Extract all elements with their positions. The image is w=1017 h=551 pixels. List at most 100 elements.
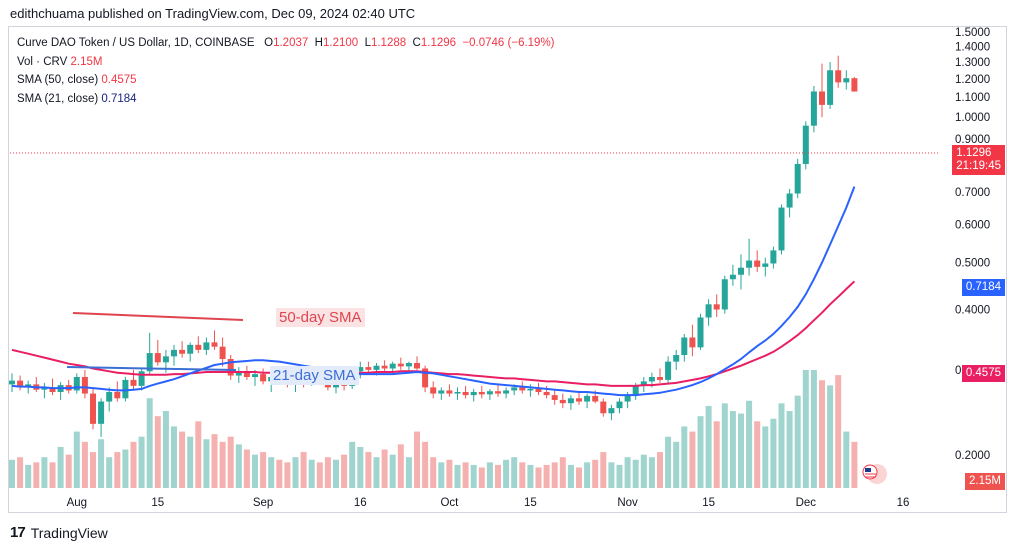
volume-bar: [535, 467, 542, 488]
candle: [608, 404, 615, 421]
volume-bar: [179, 431, 186, 488]
candle: [478, 385, 485, 399]
volume-bar: [219, 441, 226, 488]
volume-label[interactable]: Vol · CRV: [17, 55, 68, 68]
tradingview-footer[interactable]: 17 TradingView: [10, 524, 108, 541]
candle: [754, 250, 761, 273]
volume-bar: [373, 457, 380, 488]
x-tick-label: 16: [354, 497, 367, 509]
x-tick-label: Dec: [796, 497, 817, 509]
high-label: H: [314, 37, 323, 49]
candle: [762, 257, 769, 277]
candle: [470, 388, 477, 402]
y-tick-label: 0.9000: [955, 134, 990, 146]
volume-bar: [243, 449, 250, 488]
volume-bar: [276, 459, 283, 488]
volume-bar: [195, 421, 202, 488]
candle: [794, 158, 801, 199]
volume-bar: [786, 411, 793, 488]
sma21-label[interactable]: SMA (21, close): [17, 92, 99, 105]
last-price-value: 1.1296: [956, 147, 992, 159]
volume-bar: [292, 457, 299, 488]
volume-bar: [746, 400, 753, 488]
candle: [551, 390, 558, 405]
volume-bar: [98, 439, 105, 488]
volume-bar: [608, 462, 615, 488]
volume-bar: [405, 457, 412, 488]
volume-bar: [308, 459, 315, 488]
candle: [705, 299, 712, 326]
sma21-value: 0.7184: [101, 92, 137, 105]
chart-frame: [8, 26, 1007, 513]
y-tick-label: 1.2000: [955, 74, 990, 86]
volume-bar: [632, 459, 639, 488]
x-tick-label: Sep: [253, 497, 273, 509]
volume-bar: [616, 464, 623, 488]
candle: [98, 398, 105, 437]
candle: [576, 391, 582, 405]
y-tick-label: 1.3000: [955, 57, 990, 69]
volume-bar: [357, 446, 364, 488]
volume-bar: [567, 464, 574, 488]
volume-bar: [106, 457, 113, 488]
volume-bar: [365, 452, 372, 488]
candle: [171, 344, 177, 366]
volume-bar: [770, 418, 777, 488]
y-tick-label: 0.2000: [955, 450, 990, 462]
sma50-label[interactable]: SMA (50, close): [17, 74, 99, 86]
candle: [179, 341, 186, 358]
flag-icon: [862, 464, 887, 484]
volume-bar: [543, 464, 550, 488]
candle: [122, 376, 129, 402]
volume-bar: [122, 449, 129, 488]
candle: [778, 204, 785, 255]
sma50-value: 0.4575: [101, 74, 137, 86]
candle: [438, 387, 445, 400]
candle: [235, 367, 242, 383]
low-label: L: [364, 37, 371, 49]
volume-bar: [284, 462, 291, 488]
volume-bar: [349, 441, 356, 488]
candle: [430, 381, 437, 399]
volume-bar: [41, 457, 48, 488]
volume-bar: [90, 452, 96, 488]
high-value: 1.2100: [322, 37, 359, 49]
ohlc-row: Curve DAO Token / US Dollar, 1D, COINBAS…: [17, 34, 555, 53]
candle: [114, 381, 121, 402]
sma50-price-tag: 0.4575: [961, 365, 1005, 382]
volume-value: 2.15M: [70, 55, 103, 68]
volume-bar: [673, 441, 680, 488]
symbol-label[interactable]: Curve DAO Token / US Dollar, 1D, COINBAS…: [17, 37, 255, 49]
x-tick-label: 15: [151, 497, 164, 509]
volume-bar: [851, 441, 858, 488]
brand-name: TradingView: [30, 524, 108, 541]
change-value: −0.0746 (−6.19%): [462, 37, 555, 49]
candle: [73, 373, 80, 394]
volume-bar: [397, 444, 404, 488]
candle: [454, 387, 461, 400]
candle: [665, 356, 672, 385]
volume-bar: [794, 395, 801, 488]
y-tick-label: 0.6000: [955, 219, 990, 231]
x-tick-label: 15: [702, 497, 715, 509]
volume-bar: [738, 413, 744, 488]
close-label: C: [412, 37, 421, 49]
volume-bar: [300, 452, 307, 488]
volume-bar: [114, 452, 121, 488]
volume-bar: [25, 464, 32, 488]
x-tick-label: 16: [897, 497, 910, 509]
volume-bar: [827, 385, 834, 488]
volume-bar: [227, 436, 234, 488]
volume-bar: [235, 444, 242, 488]
sma21-annotation-text: 21-day SMA: [270, 366, 359, 385]
volume-bar: [665, 436, 672, 488]
open-value: 1.2037: [273, 37, 309, 49]
candle: [738, 254, 744, 290]
volume-bar: [681, 426, 688, 488]
volume-bar: [422, 441, 429, 488]
open-label: O: [264, 37, 274, 49]
candle: [381, 360, 388, 373]
volume-bar: [187, 436, 194, 488]
candle: [422, 365, 429, 392]
